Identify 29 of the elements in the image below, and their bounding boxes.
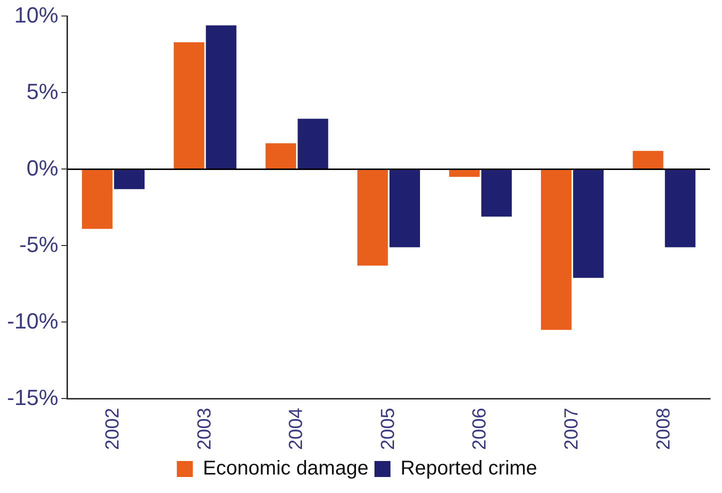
y-tick-label: 0%	[26, 155, 58, 180]
bar	[298, 118, 328, 169]
bar	[449, 170, 480, 177]
bar	[114, 170, 145, 190]
y-tick-label: 10%	[14, 2, 58, 28]
bar	[82, 170, 112, 229]
x-tick-label: 2002	[102, 408, 124, 450]
bar	[664, 170, 696, 248]
y-tick-label: -15%	[7, 384, 58, 410]
bar	[357, 170, 388, 266]
x-tick-label: 2006	[470, 408, 491, 450]
y-tick-label: -10%	[7, 308, 58, 334]
x-tick-label: 2005	[378, 408, 399, 450]
bar	[573, 170, 604, 278]
x-tick-label: 2003	[194, 408, 216, 450]
bar	[266, 143, 296, 169]
x-tick-label: 2007	[562, 408, 583, 450]
legend-label: Economic damage	[202, 458, 368, 480]
y-tick-label: 5%	[26, 78, 58, 104]
x-tick-label: 2004	[286, 407, 308, 450]
x-tick-label: 2008	[653, 408, 674, 450]
bar	[481, 170, 512, 217]
y-tick-label: -5%	[19, 232, 58, 257]
legend-label: Reported crime	[400, 458, 538, 480]
bar	[632, 150, 664, 169]
bar	[206, 25, 236, 169]
bar	[389, 170, 420, 248]
bar	[174, 42, 204, 169]
bar	[540, 170, 572, 330]
